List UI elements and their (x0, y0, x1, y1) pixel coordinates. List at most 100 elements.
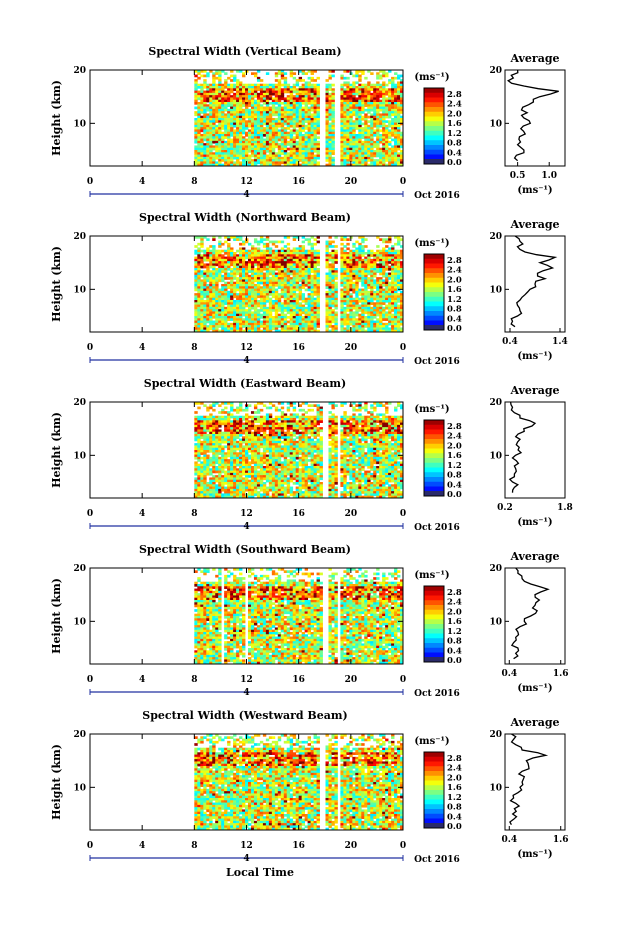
heatmap-cell (194, 111, 197, 114)
heatmap-cell (239, 277, 242, 280)
heatmap-cell (361, 289, 364, 292)
heatmap-cell (346, 266, 349, 269)
heatmap-cell (328, 159, 331, 162)
heatmap-cell (391, 266, 394, 269)
heatmap-cell (382, 273, 385, 276)
heatmap-cell (352, 155, 355, 158)
heatmap-cell (257, 161, 260, 164)
heatmap-cell (215, 277, 218, 280)
heatmap-cell (257, 100, 260, 103)
heatmap-cell (215, 305, 218, 308)
heatmap-cell (358, 79, 361, 82)
heatmap-cell (290, 159, 293, 162)
heatmap-cell (209, 95, 212, 98)
heatmap-cell (296, 293, 299, 296)
colorbar-swatch (424, 254, 444, 259)
heatmap-cell (206, 148, 209, 151)
heatmap-cell (299, 261, 302, 264)
heatmap-cell (305, 111, 308, 114)
heatmap-cell (293, 268, 296, 271)
heatmap-cell (293, 250, 296, 253)
heatmap-cell (236, 277, 239, 280)
heatmap-cell (376, 159, 379, 162)
heatmap-cell (263, 86, 266, 89)
heatmap-cell (254, 250, 257, 253)
heatmap-cell (209, 84, 212, 87)
heatmap-cell (382, 318, 385, 321)
heatmap-cell (290, 91, 293, 94)
heatmap-cell (278, 150, 281, 153)
heatmap-cell (296, 250, 299, 253)
heatmap-cell (212, 84, 215, 87)
heatmap-cell (394, 266, 397, 269)
heatmap-cell (206, 159, 209, 162)
heatmap-cell (269, 284, 272, 287)
heatmap-cell (194, 95, 197, 98)
heatmap-cell (194, 289, 197, 292)
heatmap-cell (379, 284, 382, 287)
heatmap-cell (385, 245, 388, 248)
heatmap-cell (293, 107, 296, 110)
heatmap-cell (343, 250, 346, 253)
heatmap-cell (278, 298, 281, 301)
heatmap-cell (391, 159, 394, 162)
colorbar-tick-label: 2.4 (447, 266, 462, 276)
heatmap-cell (278, 300, 281, 303)
heatmap-cell (203, 86, 206, 89)
heatmap-cell (382, 275, 385, 278)
heatmap-cell (367, 277, 370, 280)
colorbar-tick-label: 1.6 (447, 285, 462, 295)
heatmap-cell (394, 100, 397, 103)
heatmap-cell (346, 139, 349, 142)
heatmap-cell (364, 245, 367, 248)
heatmap-cell (376, 321, 379, 324)
heatmap-cell (349, 139, 352, 142)
heatmap-cell (376, 150, 379, 153)
heatmap-cell (218, 134, 221, 137)
heatmap-cell (293, 309, 296, 312)
heatmap-cell (388, 250, 391, 253)
heatmap-cell (260, 266, 263, 269)
heatmap-cell (364, 150, 367, 153)
heatmap-cell (239, 91, 242, 94)
heatmap-cell (331, 152, 334, 155)
heatmap-cell (206, 127, 209, 130)
heatmap-cell (218, 279, 221, 282)
heatmap-cell (349, 298, 352, 301)
x-tick-label: 12 (240, 343, 253, 353)
heatmap-cell (290, 257, 293, 260)
heatmap-cell (278, 111, 281, 114)
heatmap-cell (394, 123, 397, 126)
heatmap-cell (245, 293, 248, 296)
heatmap-cell (328, 257, 331, 260)
heatmap-cell (266, 84, 269, 87)
heatmap-cell (364, 132, 367, 135)
heatmap-cell (394, 314, 397, 317)
heatmap-cell (251, 95, 254, 98)
heatmap-cell (230, 273, 233, 276)
heatmap-cell (361, 273, 364, 276)
colorbar-swatch (424, 93, 444, 98)
heatmap-cell (206, 116, 209, 119)
heatmap-cell (230, 289, 233, 292)
avg-x-axis-label: (ms⁻¹) (517, 351, 552, 362)
heatmap-cell (224, 277, 227, 280)
heatmap-cell (239, 155, 242, 158)
heatmap-cell (278, 293, 281, 296)
heatmap-cell (349, 132, 352, 135)
heatmap-cell (349, 116, 352, 119)
heatmap-cell (287, 132, 290, 135)
heatmap-cell (370, 107, 373, 110)
heatmap-cell (233, 86, 236, 89)
heatmap-cell (308, 155, 311, 158)
heatmap-cell (340, 309, 343, 312)
heatmap-cell (260, 273, 263, 276)
heatmap-cell (260, 268, 263, 271)
heatmap-cell (397, 107, 400, 110)
heatmap-cell (245, 95, 248, 98)
heatmap-cell (391, 245, 394, 248)
heatmap-cell (302, 241, 305, 244)
heatmap-cell (257, 289, 260, 292)
heatmap-cell (215, 72, 218, 75)
heatmap-cell (370, 268, 373, 271)
